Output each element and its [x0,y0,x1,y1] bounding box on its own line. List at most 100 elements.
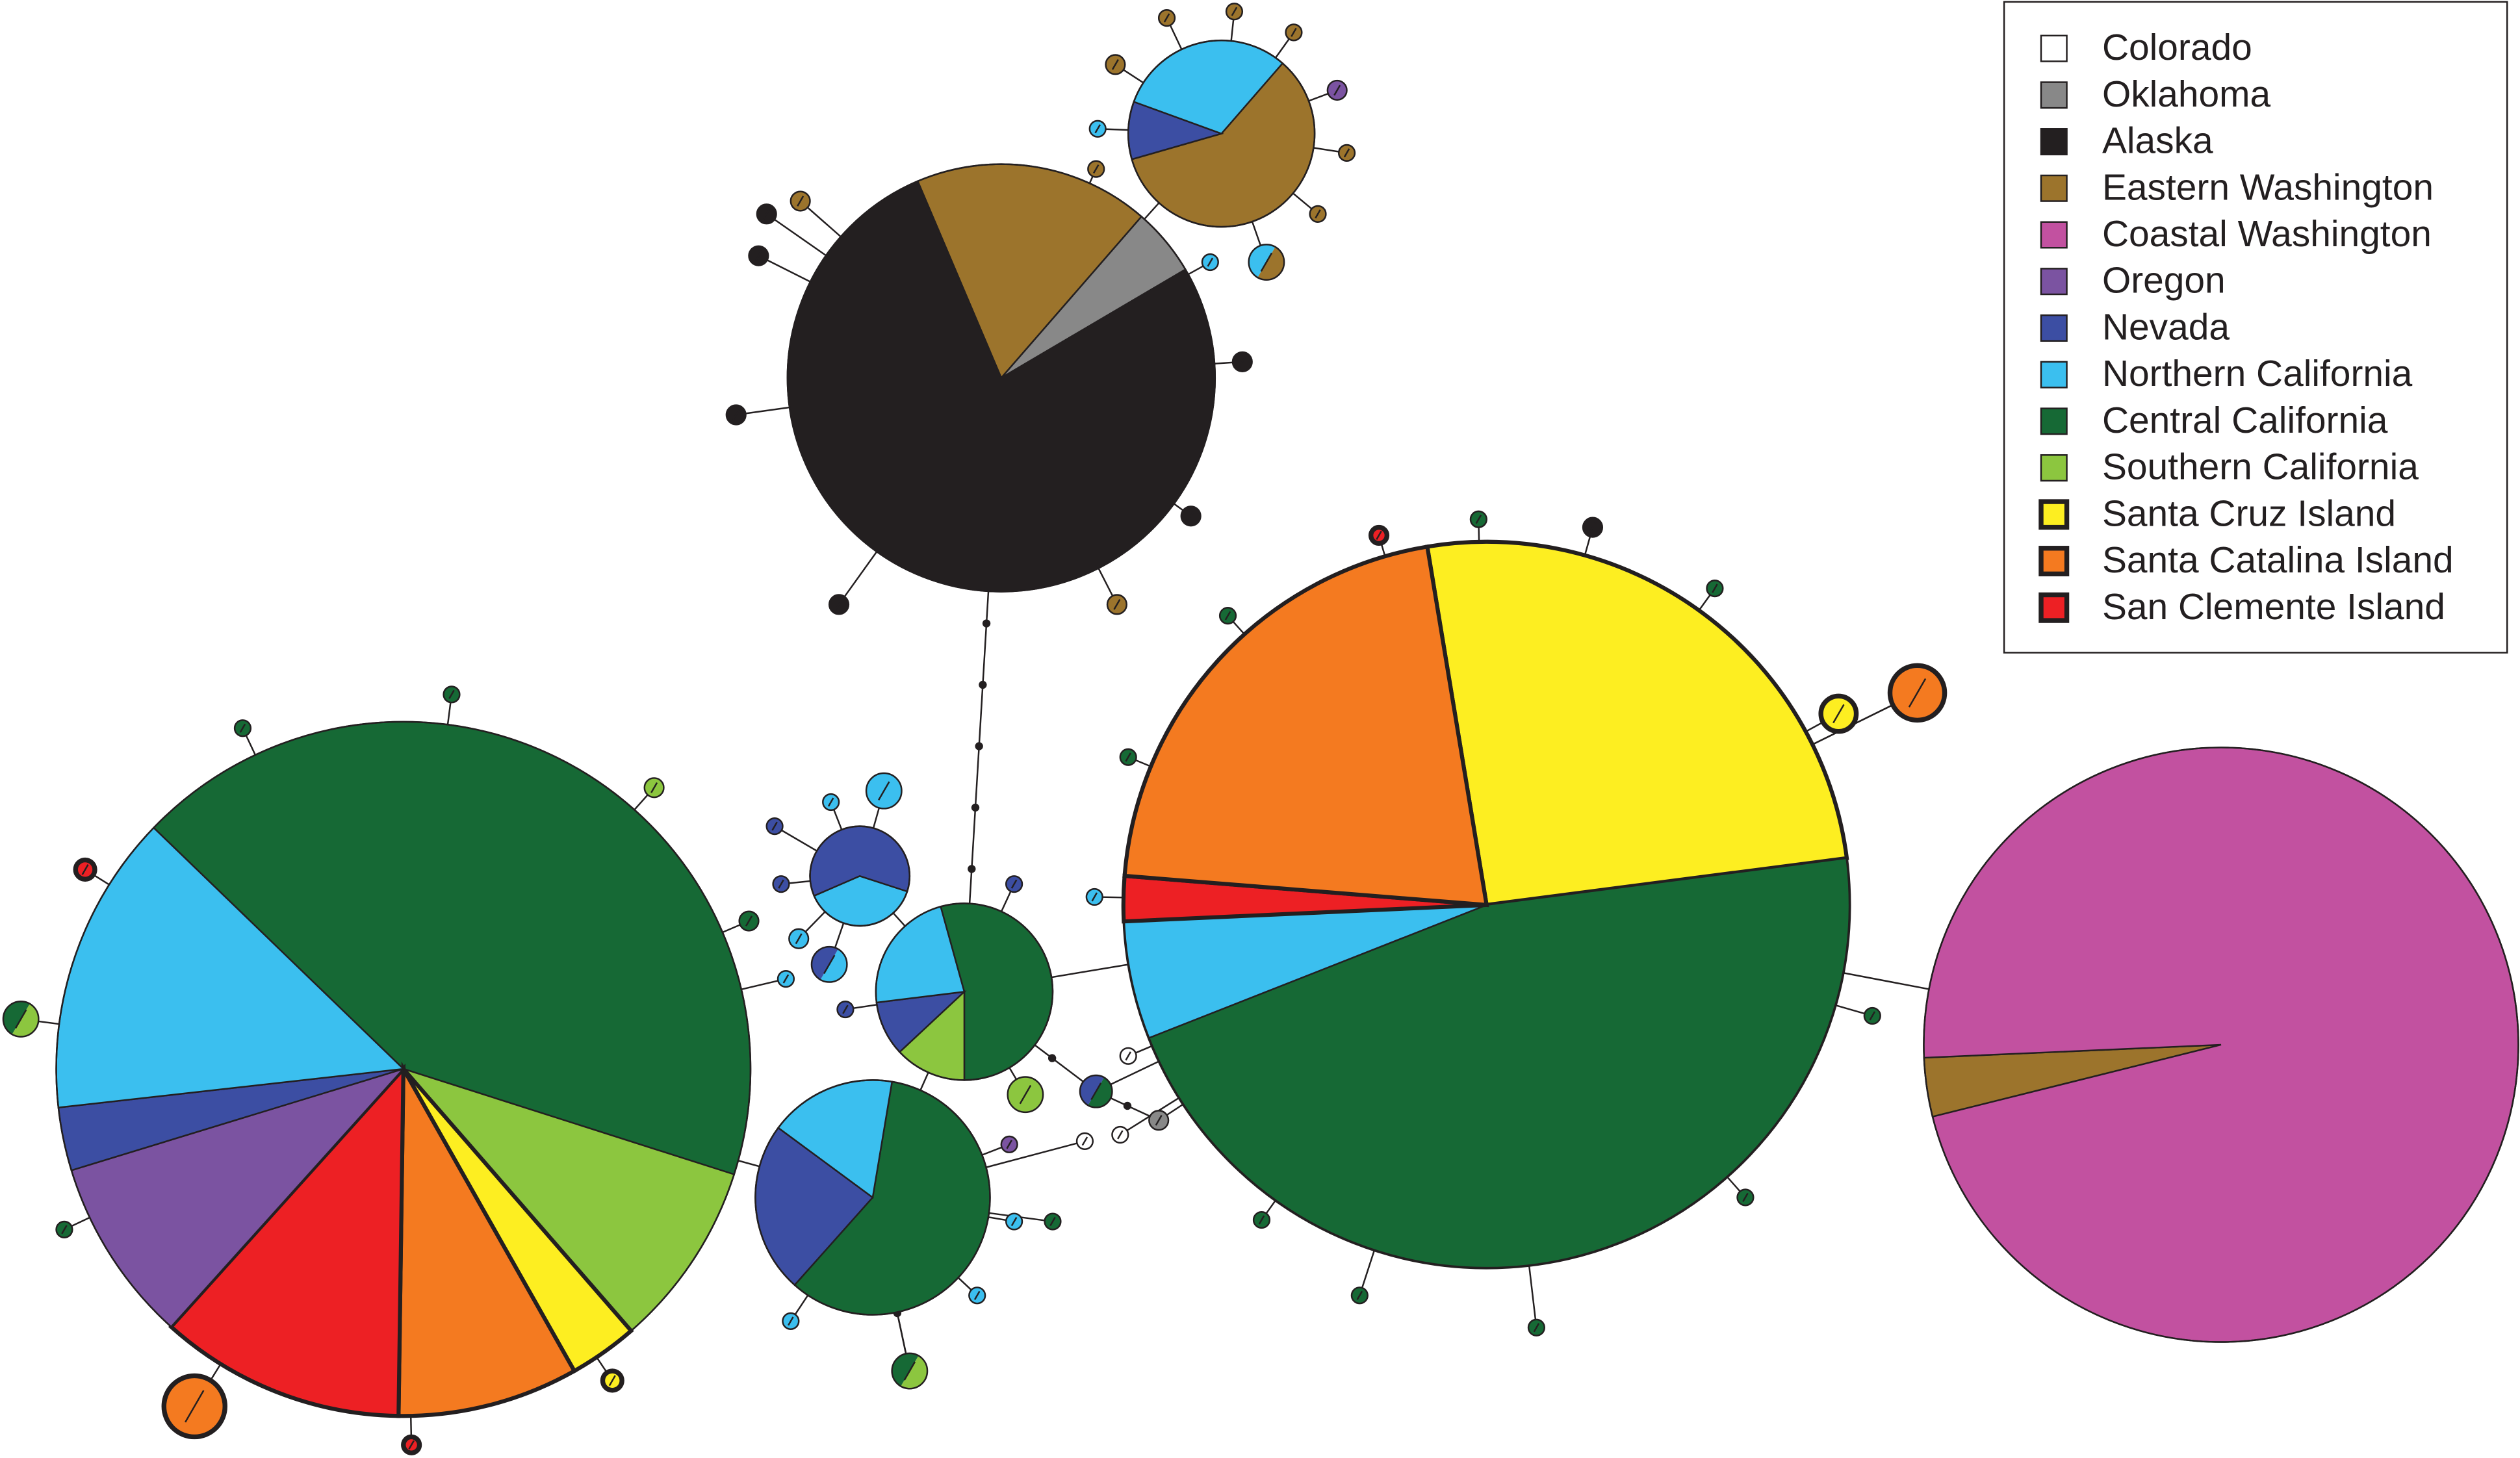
legend-swatch [2038,592,2070,623]
tick [1006,1140,1012,1149]
outline [1231,351,1253,372]
tick [1343,148,1350,158]
tick [1869,1011,1876,1021]
tick [185,1390,205,1423]
outline [1337,144,1356,162]
outline [1180,505,1202,527]
tick [81,864,89,875]
haplotype-small [1079,1074,1113,1108]
tick [1356,1290,1363,1300]
haplotype-small [233,719,252,737]
haplotype-small [443,685,461,704]
outline [782,1312,800,1330]
outline [643,777,665,799]
tick [842,1004,849,1014]
legend-swatch [2040,268,2068,296]
slice [820,949,847,982]
legend-label: Santa Cruz Island [2102,493,2396,534]
haplotype-small [1087,160,1105,178]
tick [797,196,804,207]
tick [1049,1216,1056,1227]
legend-label: Alaska [2102,121,2213,162]
slice [12,1003,39,1037]
outline [55,721,752,1417]
haplotype-small [788,928,810,949]
haplotype-small [836,1000,855,1019]
outline [828,594,850,615]
link-dot [975,742,983,750]
outline [1157,9,1176,27]
nodes [2,3,2519,1455]
legend-swatch [2040,221,2068,249]
tick [408,1440,415,1450]
outline [1106,594,1127,615]
haplotype-small [600,1368,624,1393]
haplotype-small [891,1352,929,1390]
legend-swatch [2040,128,2068,156]
outline [1201,253,1219,272]
haplotype-small [1706,579,1724,598]
haplotype-small [1225,3,1244,21]
outline [161,1373,227,1440]
tick [878,781,890,800]
outline [2,1000,40,1038]
tick [732,409,740,420]
tick [1113,598,1121,610]
haplotype-small [1119,1047,1137,1065]
outline [725,404,747,426]
tick [1010,879,1018,889]
haplotype-small [1582,517,1604,538]
slice [1923,747,2519,1343]
outline [822,793,840,812]
haplotype-small [1337,144,1356,162]
tick [778,879,784,889]
haplotype-small [1252,1210,1271,1229]
outline [1248,244,1285,281]
legend-swatch [2040,454,2068,482]
tick [835,598,843,610]
outline [968,1286,986,1305]
link-dot [971,803,980,812]
slice [1424,539,1849,908]
link-dot [1123,1101,1132,1110]
haplotype-small [1309,205,1327,223]
outline [1285,23,1303,42]
haplotype-small [1201,253,1219,272]
haplotype-small [643,777,665,799]
outline [1818,693,1859,734]
slice [811,947,838,980]
outline [875,902,1054,1081]
slice [892,1353,919,1387]
outline [1582,517,1604,538]
tick [1742,1192,1749,1202]
outline [233,719,252,737]
haplotype-small [1887,663,1948,723]
haplotype-small [1326,79,1348,101]
tick [1333,84,1341,96]
outline [1105,54,1126,75]
slice [3,1001,30,1034]
haplotype-small [55,1220,73,1239]
tick [903,1361,916,1381]
haplotype-small [765,817,784,836]
haplotype-small [810,945,848,983]
haplotype-small [1368,524,1390,546]
haplotype-small [401,1434,422,1455]
outline [788,928,810,949]
outline [401,1434,422,1455]
legend-label: San Clemente Island [2102,587,2445,628]
haplotype-small [1527,1318,1545,1336]
outline [790,190,811,212]
legend-swatch [2040,174,2068,202]
outline [738,910,760,932]
haplotype-small [748,245,769,266]
outline [1923,747,2519,1343]
legend-label: Oregon [2102,261,2226,301]
tick [1125,1051,1131,1061]
tick [754,250,762,261]
legend-swatch [2040,81,2068,109]
legend-swatch [2040,34,2068,62]
tick [1091,892,1098,902]
tick [1125,752,1131,762]
